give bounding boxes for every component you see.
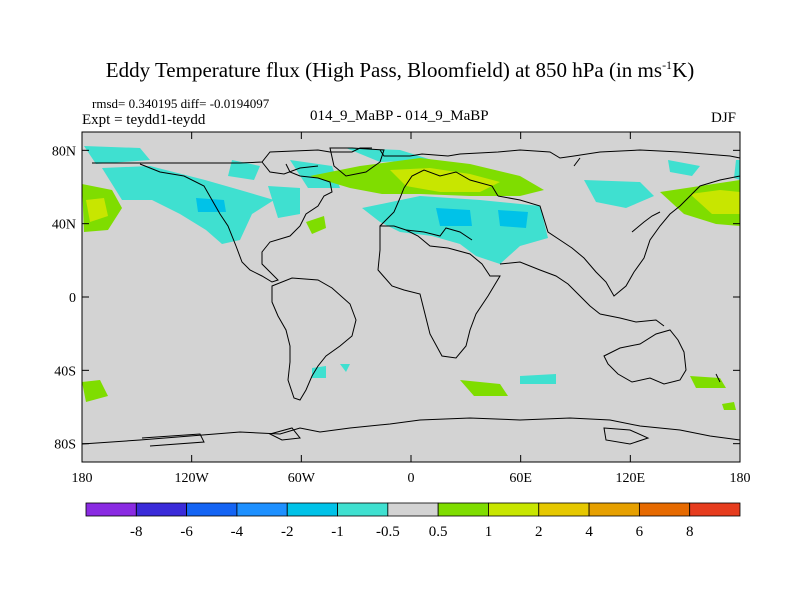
title-tail: K) xyxy=(672,58,695,82)
colorbar-label: 0.5 xyxy=(429,524,448,540)
colorbar-swatch xyxy=(186,502,238,517)
colorbar-swatch xyxy=(689,502,741,517)
colorbar-swatch xyxy=(286,502,338,517)
lat-label: 40N xyxy=(52,218,76,233)
colorbar-swatch xyxy=(437,502,489,517)
contour-fill-neg-mid xyxy=(196,198,528,228)
lon-label: 0 xyxy=(408,471,415,486)
coastlines xyxy=(81,147,741,447)
colorbar-label: 2 xyxy=(535,524,543,540)
colorbar-swatch xyxy=(538,502,590,517)
longitude-axis: 180 120W 60W 0 60E 120E 180 xyxy=(72,132,751,486)
experiment-label: Expt = teydd1-teydd xyxy=(82,112,206,128)
lon-label: 180 xyxy=(72,471,93,486)
map-panel: 80N 40N 0 40S 80S 180 120W 60W 0 60E 120E 180 xyxy=(52,131,751,486)
colorbar-swatch xyxy=(85,502,137,517)
colorbar-swatch xyxy=(387,502,439,517)
lat-label: 0 xyxy=(69,291,76,306)
colorbar-swatch xyxy=(236,502,288,517)
colorbar-label: 1 xyxy=(485,524,493,540)
colorbar-label: -0.5 xyxy=(376,524,400,540)
lat-label: 80N xyxy=(52,144,76,159)
colorbar-swatch xyxy=(638,502,691,517)
colorbar-swatch xyxy=(488,502,540,517)
colorbar-label: 4 xyxy=(585,524,593,540)
colorbar-label: -6 xyxy=(180,524,193,540)
lon-label: 60W xyxy=(288,471,316,486)
lon-label: 120E xyxy=(616,471,646,486)
colorbar-swatch xyxy=(588,502,640,517)
colorbar-label: 6 xyxy=(636,524,644,540)
plot-title: Eddy Temperature flux (High Pass, Bloomf… xyxy=(0,58,800,83)
case-label: 014_9_MaBP - 014_9_MaBP xyxy=(310,108,489,124)
lon-label: 180 xyxy=(730,471,751,486)
colorbar-label: -4 xyxy=(231,524,244,540)
rmsd-diff-stats: rmsd= 0.340195 diff= -0.0194097 xyxy=(92,96,270,111)
colorbar-swatch xyxy=(135,502,188,517)
lon-label: 60E xyxy=(509,471,532,486)
lon-label: 120W xyxy=(175,471,210,486)
contour-fill-pos-mid xyxy=(86,168,740,222)
lat-label: 40S xyxy=(54,364,76,379)
colorbar: -8 -6 -4 -2 -1 -0.5 0.5 1 2 4 6 8 xyxy=(85,502,741,540)
colorbar-label: 8 xyxy=(686,524,694,540)
latitude-axis: 80N 40N 0 40S 80S xyxy=(52,144,740,453)
colorbar-label: -2 xyxy=(281,524,294,540)
title-superscript: -1 xyxy=(662,58,673,72)
colorbar-label: -8 xyxy=(130,524,143,540)
season-label: DJF xyxy=(711,110,737,126)
title-text: Eddy Temperature flux (High Pass, Bloomf… xyxy=(105,58,663,82)
lat-label: 80S xyxy=(54,438,76,453)
colorbar-swatch xyxy=(337,502,389,517)
colorbar-label: -1 xyxy=(331,524,344,540)
